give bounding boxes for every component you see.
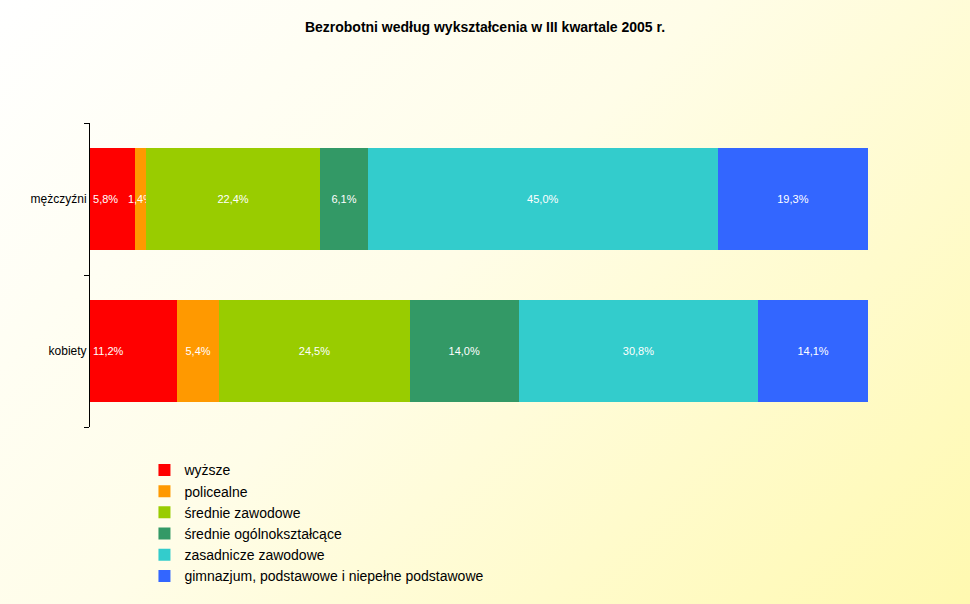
svg-text:45,0%: 45,0% [527, 193, 558, 205]
svg-text:14,1%: 14,1% [797, 345, 828, 357]
svg-text:5,8%: 5,8% [93, 193, 118, 205]
svg-text:19,3%: 19,3% [777, 193, 808, 205]
svg-text:wyższe: wyższe [183, 462, 230, 478]
svg-text:11,2%: 11,2% [93, 345, 124, 357]
svg-text:policealne: policealne [184, 484, 247, 500]
svg-text:średnie ogólnokształcące: średnie ogólnokształcące [184, 526, 341, 542]
svg-text:mężczyźni: mężczyźni [31, 192, 87, 206]
svg-text:14,0%: 14,0% [449, 345, 480, 357]
svg-text:1,4%: 1,4% [128, 193, 153, 205]
svg-text:zasadnicze zawodowe: zasadnicze zawodowe [184, 547, 324, 563]
svg-text:kobiety: kobiety [49, 344, 87, 358]
svg-text:Bezrobotni według wykształceni: Bezrobotni według wykształcenia w III kw… [305, 19, 665, 35]
svg-text:30,8%: 30,8% [623, 345, 654, 357]
svg-text:6,1%: 6,1% [331, 193, 356, 205]
svg-text:średnie zawodowe: średnie zawodowe [184, 505, 300, 521]
svg-text:5,4%: 5,4% [185, 345, 210, 357]
svg-text:22,4%: 22,4% [217, 193, 248, 205]
svg-text:24,5%: 24,5% [299, 345, 330, 357]
svg-text:gimnazjum, podstawowe i niepeł: gimnazjum, podstawowe i niepełne podstaw… [184, 568, 483, 584]
